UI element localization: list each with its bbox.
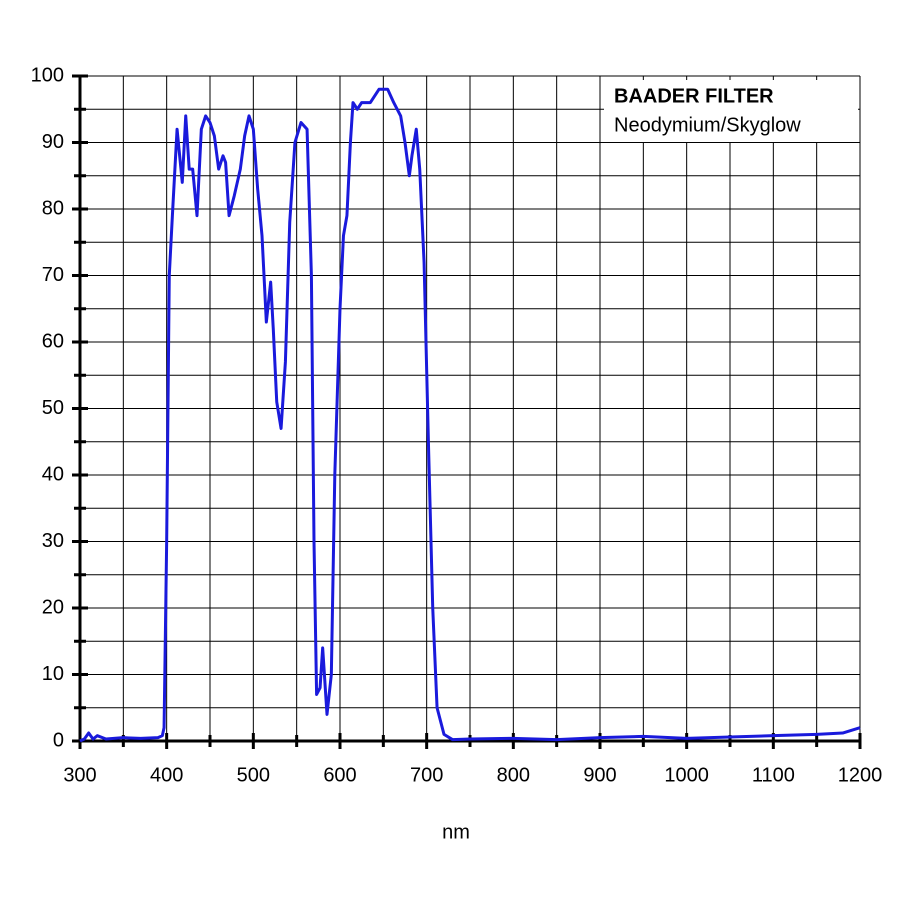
x-tick-label: 300 bbox=[63, 764, 96, 786]
y-tick-label: 90 bbox=[42, 131, 64, 153]
x-tick-label: 1000 bbox=[664, 764, 709, 786]
y-tick-label: 60 bbox=[42, 330, 64, 352]
annotation-title: BAADER FILTER bbox=[614, 85, 774, 107]
data-line bbox=[79, 87, 861, 743]
y-tick-label: 80 bbox=[42, 197, 64, 219]
x-tick-label: 1200 bbox=[838, 764, 883, 786]
x-axis-label: nm bbox=[442, 821, 470, 843]
x-tick-label: 700 bbox=[410, 764, 443, 786]
x-tick-label: 600 bbox=[323, 764, 356, 786]
y-tick-label: 30 bbox=[42, 530, 64, 552]
annotation-subtitle: Neodymium/Skyglow bbox=[614, 114, 801, 136]
x-tick-label: 500 bbox=[237, 764, 270, 786]
x-tick-label: 800 bbox=[497, 764, 530, 786]
annotation-box bbox=[604, 80, 858, 142]
y-tick-label: 70 bbox=[42, 264, 64, 286]
x-tick-label: 400 bbox=[150, 764, 183, 786]
y-tick-label: 10 bbox=[42, 663, 64, 685]
y-tick-label: 50 bbox=[42, 397, 64, 419]
x-tick-label: 1100 bbox=[752, 764, 795, 786]
y-tick-label: 100 bbox=[31, 64, 64, 86]
y-tick-label: 20 bbox=[42, 596, 64, 618]
y-tick-label: 40 bbox=[42, 463, 64, 485]
y-tick-label: 0 bbox=[53, 729, 64, 751]
x-tick-label: 900 bbox=[583, 764, 616, 786]
